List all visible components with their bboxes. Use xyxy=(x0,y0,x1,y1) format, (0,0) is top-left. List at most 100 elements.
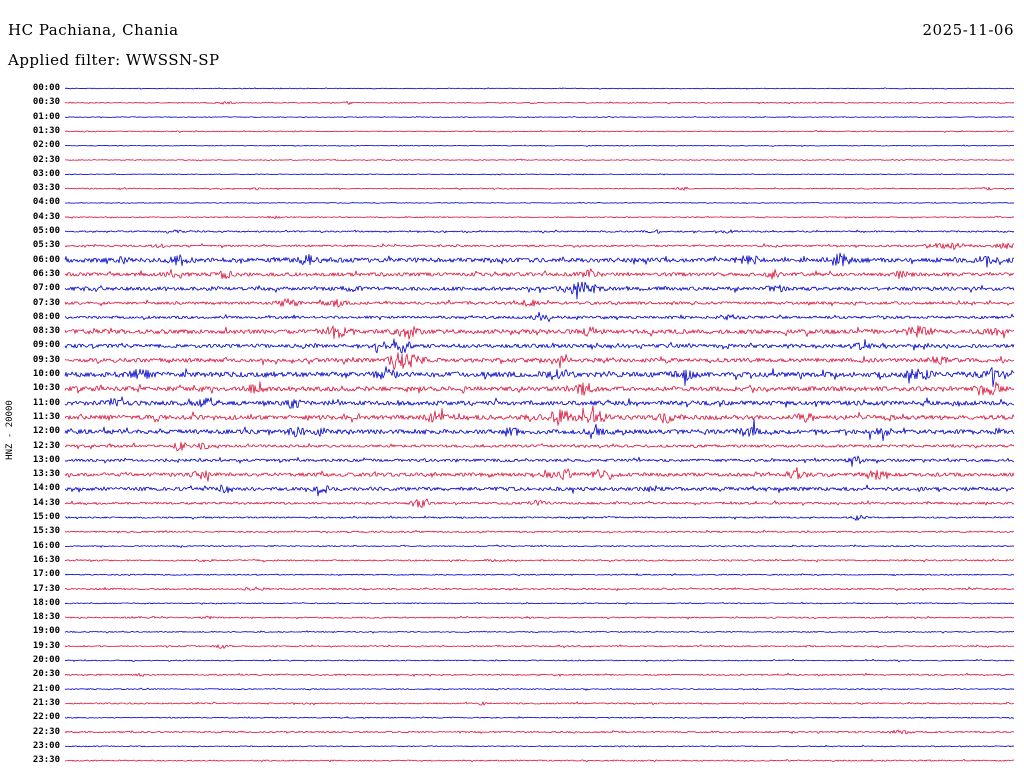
time-label-2330: 23:30 xyxy=(32,755,60,766)
trace-row-0300 xyxy=(64,173,1015,176)
time-label-0030: 00:30 xyxy=(32,97,60,108)
trace-row-1430 xyxy=(64,498,1015,509)
trace-row-1030 xyxy=(64,381,1015,396)
trace-row-1930 xyxy=(64,644,1015,649)
time-label-1800: 18:00 xyxy=(32,597,60,608)
time-label-2130: 21:30 xyxy=(32,697,60,708)
trace-row-1100 xyxy=(64,396,1015,409)
trace-row-0630 xyxy=(64,268,1015,280)
time-label-2230: 22:30 xyxy=(32,726,60,737)
trace-row-2100 xyxy=(64,687,1015,691)
time-label-1600: 16:00 xyxy=(32,540,60,551)
trace-row-0330 xyxy=(64,186,1015,191)
trace-row-1530 xyxy=(64,529,1015,534)
time-label-1830: 18:30 xyxy=(32,612,60,623)
time-label-2300: 23:00 xyxy=(32,740,60,751)
trace-row-0900 xyxy=(64,338,1015,354)
time-label-0430: 04:30 xyxy=(32,211,60,222)
trace-row-0100 xyxy=(64,115,1015,119)
time-label-1900: 19:00 xyxy=(32,626,60,637)
trace-row-1230 xyxy=(64,441,1015,451)
time-label-1130: 11:30 xyxy=(32,411,60,422)
time-label-1330: 13:30 xyxy=(32,469,60,480)
trace-row-0530 xyxy=(64,242,1015,250)
trace-row-0400 xyxy=(64,201,1015,205)
time-label-1930: 19:30 xyxy=(32,640,60,651)
time-label-1430: 14:30 xyxy=(32,497,60,508)
trace-row-0930 xyxy=(64,352,1015,370)
trace-row-1300 xyxy=(64,455,1015,467)
time-label-0330: 03:30 xyxy=(32,183,60,194)
time-label-0900: 09:00 xyxy=(32,340,60,351)
time-label-1230: 12:30 xyxy=(32,440,60,451)
trace-row-1630 xyxy=(64,558,1015,563)
time-label-0930: 09:30 xyxy=(32,354,60,365)
time-label-1730: 17:30 xyxy=(32,583,60,594)
trace-row-2000 xyxy=(64,658,1015,663)
filter-label: Applied filter: WWSSN-SP xyxy=(8,51,220,69)
time-label-1630: 16:30 xyxy=(32,554,60,565)
time-label-0300: 03:00 xyxy=(32,168,60,179)
trace-row-1130 xyxy=(64,405,1015,426)
time-label-0830: 08:30 xyxy=(32,326,60,337)
trace-row-0700 xyxy=(64,281,1015,300)
trace-row-1600 xyxy=(64,544,1015,548)
trace-row-2130 xyxy=(64,701,1015,706)
time-axis: 00:00 00:30 01:00 01:30 02:00 02:30 03:00 03:30… xyxy=(0,0,62,780)
time-label-0630: 06:30 xyxy=(32,268,60,279)
trace-row-1830 xyxy=(64,615,1015,620)
time-label-0130: 01:30 xyxy=(32,125,60,136)
trace-row-1500 xyxy=(64,514,1015,521)
trace-row-2300 xyxy=(64,744,1015,748)
time-label-1000: 10:00 xyxy=(32,369,60,379)
station-title: HC Pachiana, Chania xyxy=(8,21,179,39)
time-label-0000: 00:00 xyxy=(32,83,60,93)
time-label-0400: 04:00 xyxy=(32,197,60,208)
trace-row-0730 xyxy=(64,298,1015,308)
time-label-2200: 22:00 xyxy=(32,712,60,723)
trace-row-1700 xyxy=(64,573,1015,577)
time-label-1400: 14:00 xyxy=(32,483,60,494)
time-label-1500: 15:00 xyxy=(32,512,60,522)
time-label-0100: 01:00 xyxy=(32,111,60,122)
trace-row-0600 xyxy=(64,252,1015,268)
time-label-0700: 07:00 xyxy=(32,283,60,294)
time-label-1530: 15:30 xyxy=(32,526,60,537)
time-label-1300: 13:00 xyxy=(32,454,60,465)
time-label-0500: 05:00 xyxy=(32,226,60,236)
trace-row-0200 xyxy=(64,144,1015,147)
trace-row-0800 xyxy=(64,311,1015,323)
trace-row-1730 xyxy=(64,586,1015,591)
trace-row-1000 xyxy=(64,366,1015,388)
trace-row-1800 xyxy=(64,601,1014,605)
time-label-1030: 10:30 xyxy=(32,383,60,394)
time-label-2100: 21:00 xyxy=(32,683,60,694)
time-label-0800: 08:00 xyxy=(32,311,60,322)
time-label-0730: 07:30 xyxy=(32,297,60,308)
trace-row-0230 xyxy=(64,158,1015,162)
date-label: 2025-11-06 xyxy=(922,21,1014,39)
trace-row-2030 xyxy=(64,672,1015,677)
trace-row-0130 xyxy=(64,129,1015,133)
time-label-2000: 20:00 xyxy=(32,655,60,665)
trace-row-0830 xyxy=(64,325,1015,340)
time-label-1100: 11:00 xyxy=(32,397,60,408)
trace-row-1200 xyxy=(64,418,1015,442)
trace-row-1330 xyxy=(64,466,1015,482)
time-label-0230: 02:30 xyxy=(32,154,60,165)
time-label-1700: 17:00 xyxy=(32,569,60,580)
trace-row-2230 xyxy=(64,729,1015,735)
time-label-2030: 20:30 xyxy=(32,669,60,680)
trace-row-1900 xyxy=(64,630,1015,634)
time-label-1200: 12:00 xyxy=(32,426,60,437)
trace-row-0030 xyxy=(64,100,1015,105)
trace-row-0500 xyxy=(64,229,1015,234)
time-label-0200: 02:00 xyxy=(32,140,60,151)
time-label-0600: 06:00 xyxy=(32,254,60,265)
time-label-0530: 05:30 xyxy=(32,240,60,251)
trace-row-1400 xyxy=(64,484,1015,497)
trace-row-2330 xyxy=(64,758,1015,763)
trace-row-2200 xyxy=(64,716,1015,720)
